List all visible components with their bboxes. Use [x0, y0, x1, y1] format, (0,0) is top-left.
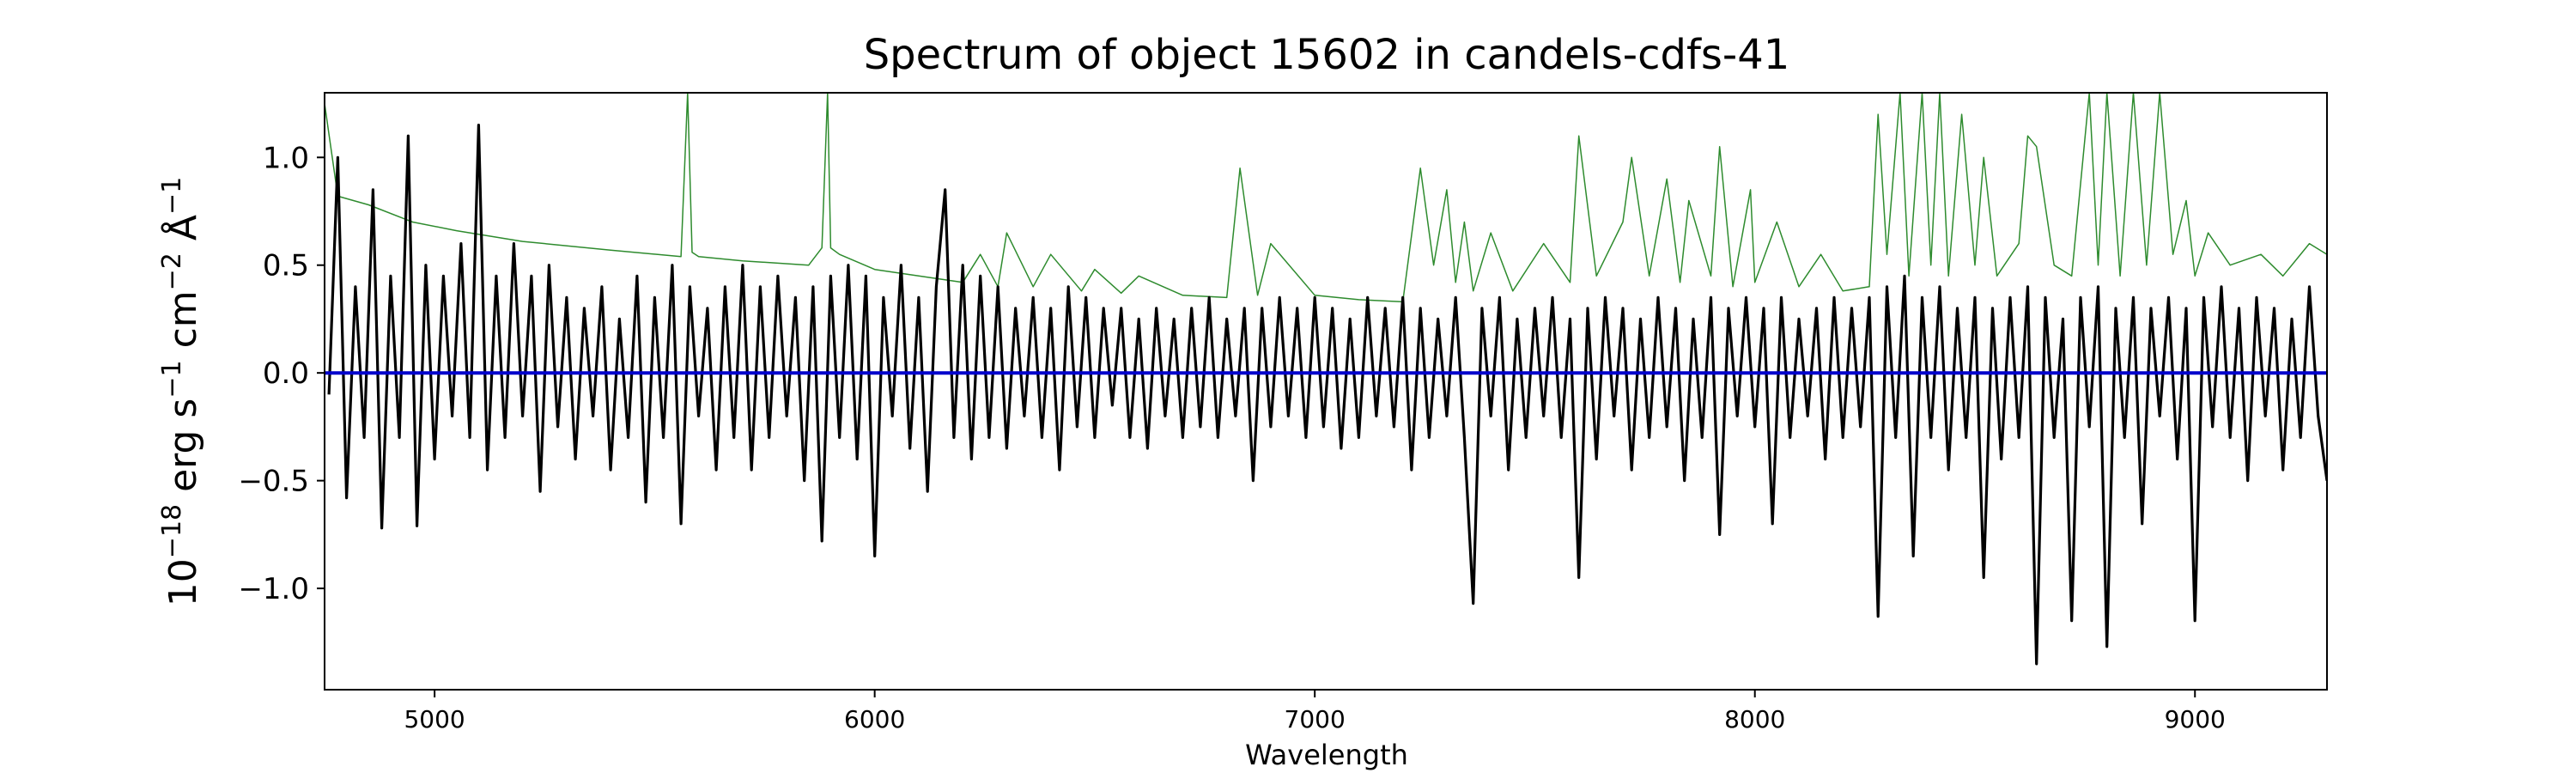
plot-frame: [324, 92, 2328, 691]
y-axis: 1.0 0.5 0.0 −0.5 −1.0: [238, 141, 325, 606]
x-tick-label: 9000: [2165, 705, 2226, 733]
noise-series-line: [325, 93, 2327, 303]
x-tick-label: 5000: [404, 705, 465, 733]
plot-area: [324, 92, 2328, 691]
x-tick-label: 6000: [844, 705, 905, 733]
x-tick-label: 7000: [1285, 705, 1346, 733]
y-tick-label: 0.0: [263, 356, 309, 391]
x-axis-label: Wavelength: [1245, 739, 1408, 771]
chart-title: Spectrum of object 15602 in candels-cdfs…: [864, 31, 1790, 79]
y-tick-label: 0.5: [263, 249, 309, 283]
y-tick-label: −1.0: [238, 572, 309, 606]
y-tick-label: 1.0: [263, 141, 309, 175]
y-axis-label: 10−18 erg s−1 cm−2 Å−1: [157, 177, 205, 606]
x-axis: 5000 6000 7000 8000 9000: [404, 690, 2226, 733]
y-tick-label: −0.5: [238, 465, 309, 499]
flux-series-line: [327, 124, 2327, 666]
x-tick-label: 8000: [1724, 705, 1785, 733]
